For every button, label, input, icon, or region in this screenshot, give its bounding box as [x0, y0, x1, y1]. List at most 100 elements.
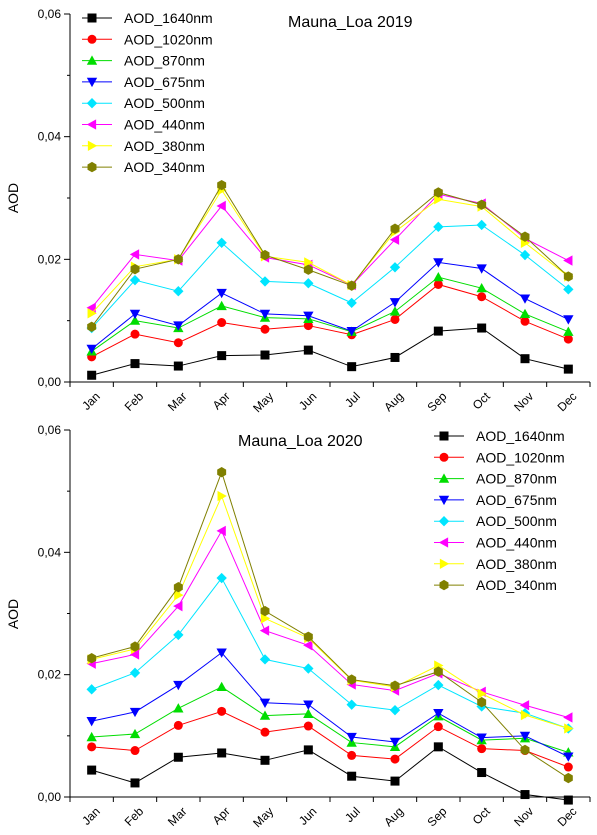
data-point: [260, 727, 270, 737]
x-tick-label: Dec: [555, 389, 580, 414]
data-point: [260, 613, 271, 624]
data-point: [477, 744, 487, 754]
data-point: [476, 282, 487, 293]
legend-marker: [439, 431, 449, 441]
data-point: [477, 768, 487, 778]
data-point: [389, 704, 401, 716]
legend-marker: [86, 55, 98, 65]
data-point: [216, 237, 227, 248]
legend-marker: [439, 452, 449, 462]
data-point: [303, 631, 313, 642]
series-AOD_870nm: [86, 681, 574, 757]
y-tick-label: 0,02: [38, 252, 62, 266]
data-point: [216, 300, 227, 311]
series-line: [91, 327, 569, 376]
data-point: [173, 752, 183, 762]
data-point: [173, 680, 184, 691]
series-line: [91, 283, 569, 358]
data-point: [260, 249, 270, 261]
series-AOD_380nm: [87, 184, 574, 319]
data-point: [390, 680, 400, 691]
x-tick-label: Jul: [342, 804, 363, 825]
data-point: [217, 748, 227, 758]
data-point: [520, 231, 530, 242]
legend-label: AOD_340nm: [476, 577, 557, 593]
data-point: [390, 776, 400, 786]
y-tick-label: 0,06: [38, 7, 62, 21]
data-point: [520, 354, 530, 364]
series-AOD_500nm: [86, 219, 574, 334]
data-point: [303, 745, 313, 755]
legend-marker: [87, 13, 97, 23]
series-line: [91, 189, 569, 314]
data-point: [129, 649, 140, 660]
x-tick-label: Apr: [210, 804, 233, 827]
data-point: [563, 255, 573, 266]
legend-marker: [438, 473, 450, 483]
series-line: [91, 710, 569, 768]
data-point: [347, 771, 357, 781]
legend: AOD_1640nm AOD_1020nm AOD_870nm AOD_675nm AO…: [82, 10, 213, 175]
series-line: [91, 184, 569, 328]
data-point: [260, 605, 270, 617]
data-point: [260, 755, 270, 765]
series-line: [91, 529, 569, 718]
data-point: [86, 344, 97, 355]
data-point: [563, 795, 573, 805]
legend-marker: [86, 77, 98, 88]
data-point: [519, 308, 531, 319]
data-point: [173, 338, 183, 348]
data-point: [303, 700, 314, 710]
data-point: [86, 717, 97, 727]
data-point: [173, 582, 183, 593]
data-point: [130, 778, 140, 788]
x-tick-label: Aug: [381, 389, 406, 414]
data-point: [129, 315, 141, 325]
data-point: [216, 572, 227, 584]
data-point: [563, 326, 574, 336]
series-line: [91, 470, 569, 779]
data-point: [519, 700, 530, 711]
data-point: [86, 302, 96, 313]
data-point: [389, 737, 401, 748]
data-point: [433, 722, 443, 732]
x-tick-label: Jan: [79, 389, 103, 413]
data-point: [433, 279, 443, 289]
data-point: [347, 280, 357, 291]
series-line: [91, 261, 569, 350]
x-tick-label: May: [250, 389, 276, 415]
x-tick-label: Jan: [79, 804, 103, 828]
legend: AOD_1640nm AOD_1020nm AOD_870nm AOD_675nm AO…: [434, 428, 565, 593]
data-point: [217, 706, 227, 716]
series-line: [91, 494, 569, 729]
series-line: [91, 746, 569, 801]
legend-marker: [439, 558, 450, 569]
y-tick-label: 0,00: [38, 790, 62, 804]
data-point: [476, 219, 487, 231]
series-AOD_1020nm: [87, 706, 573, 772]
x-tick-label: May: [250, 804, 276, 830]
y-tick-label: 0,04: [38, 545, 62, 559]
data-point: [433, 258, 444, 268]
data-point: [259, 710, 271, 720]
legend-marker: [86, 119, 97, 130]
legend-marker: [438, 537, 449, 548]
legend-marker: [438, 495, 450, 506]
data-point: [519, 249, 531, 261]
x-tick-label: Nov: [511, 389, 536, 414]
data-point: [519, 731, 531, 742]
y-tick-label: 0,04: [38, 130, 62, 144]
data-point: [217, 179, 227, 191]
data-point: [129, 667, 141, 679]
data-point: [129, 707, 141, 718]
data-point: [346, 732, 357, 743]
x-tick-label: Feb: [122, 389, 147, 414]
data-point: [477, 697, 487, 708]
series-AOD_1640nm: [87, 323, 573, 380]
data-point: [563, 752, 574, 762]
series-line: [91, 276, 569, 352]
data-point: [477, 199, 487, 210]
data-point: [216, 681, 227, 692]
